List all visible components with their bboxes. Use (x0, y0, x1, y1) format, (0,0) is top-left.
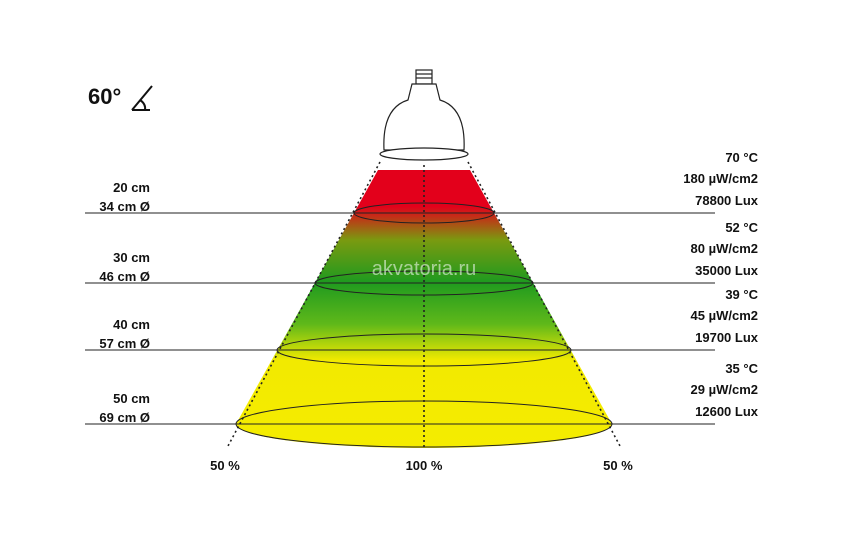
center-percent: 100 % (406, 458, 443, 473)
temperature: 35 °C (725, 361, 758, 376)
temperature: 70 °C (725, 150, 758, 165)
uv-intensity: 80 µW/cm2 (691, 241, 758, 256)
bulb (379, 69, 469, 161)
diameter: 57 cm Ø (99, 336, 150, 351)
beam-edges (227, 161, 621, 450)
uv-intensity: 180 µW/cm2 (683, 171, 758, 186)
diameter: 34 cm Ø (99, 199, 150, 214)
diameter: 69 cm Ø (99, 410, 150, 425)
beam-angle: 60° (88, 84, 121, 109)
level-lines (85, 212, 715, 425)
illuminance: 19700 Lux (695, 330, 759, 345)
illuminance: 78800 Lux (695, 193, 759, 208)
edge-percent: 50 % (603, 458, 633, 473)
angle-icon (131, 85, 153, 111)
temperature: 39 °C (725, 287, 758, 302)
distance: 30 cm (113, 250, 150, 265)
light-cone (236, 170, 612, 448)
distance: 20 cm (113, 180, 150, 195)
illuminance: 12600 Lux (695, 404, 759, 419)
illuminance: 35000 Lux (695, 263, 759, 278)
distance: 40 cm (113, 317, 150, 332)
edge-percent: 50 % (210, 458, 240, 473)
watermark: akvatoria.ru (372, 258, 477, 280)
distance: 50 cm (113, 391, 150, 406)
uv-intensity: 29 µW/cm2 (691, 382, 758, 397)
uv-intensity: 45 µW/cm2 (691, 308, 758, 323)
diameter: 46 cm Ø (99, 269, 150, 284)
level-labels: 20 cm 34 cm Ø 70 °C 180 µW/cm2 78800 Lux 30 c… (99, 150, 758, 425)
temperature: 52 °C (725, 220, 758, 235)
